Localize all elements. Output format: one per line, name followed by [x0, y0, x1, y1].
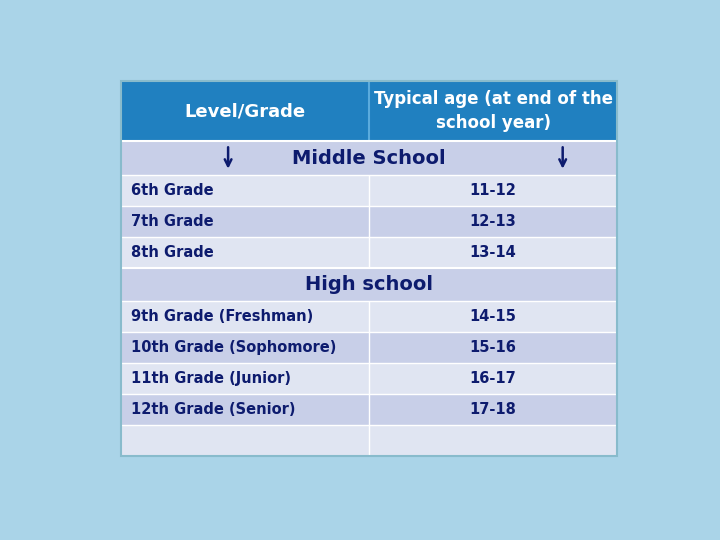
- Bar: [121, 82, 617, 456]
- Bar: [369, 175, 617, 206]
- Bar: [121, 82, 617, 141]
- Bar: [121, 206, 369, 237]
- Bar: [121, 267, 617, 301]
- Text: 12th Grade (Senior): 12th Grade (Senior): [131, 402, 295, 417]
- Bar: [369, 332, 617, 363]
- Bar: [369, 425, 617, 456]
- Text: Middle School: Middle School: [292, 148, 446, 167]
- Bar: [369, 394, 617, 425]
- Bar: [121, 332, 369, 363]
- Bar: [369, 301, 617, 332]
- Text: 11-12: 11-12: [469, 183, 516, 198]
- Bar: [121, 175, 369, 206]
- Bar: [121, 363, 369, 394]
- Text: 9th Grade (Freshman): 9th Grade (Freshman): [131, 309, 313, 324]
- Text: 17-18: 17-18: [469, 402, 516, 417]
- Text: 16-17: 16-17: [469, 371, 516, 386]
- Text: Level/Grade: Level/Grade: [184, 102, 305, 120]
- Text: Typical age (at end of the
school year): Typical age (at end of the school year): [374, 91, 613, 132]
- Bar: [121, 301, 369, 332]
- Text: 15-16: 15-16: [469, 340, 516, 355]
- Text: 8th Grade: 8th Grade: [131, 245, 214, 260]
- Text: 6th Grade: 6th Grade: [131, 183, 213, 198]
- Text: High school: High school: [305, 275, 433, 294]
- Bar: [121, 237, 369, 267]
- Text: 13-14: 13-14: [469, 245, 516, 260]
- Text: 11th Grade (Junior): 11th Grade (Junior): [131, 371, 291, 386]
- Text: 12-13: 12-13: [469, 214, 516, 229]
- Bar: [369, 206, 617, 237]
- Bar: [121, 425, 369, 456]
- Bar: [121, 394, 369, 425]
- Bar: [369, 237, 617, 267]
- Text: 10th Grade (Sophomore): 10th Grade (Sophomore): [131, 340, 336, 355]
- Bar: [369, 363, 617, 394]
- Bar: [121, 141, 617, 175]
- Text: 7th Grade: 7th Grade: [131, 214, 213, 229]
- Text: 14-15: 14-15: [469, 309, 516, 324]
